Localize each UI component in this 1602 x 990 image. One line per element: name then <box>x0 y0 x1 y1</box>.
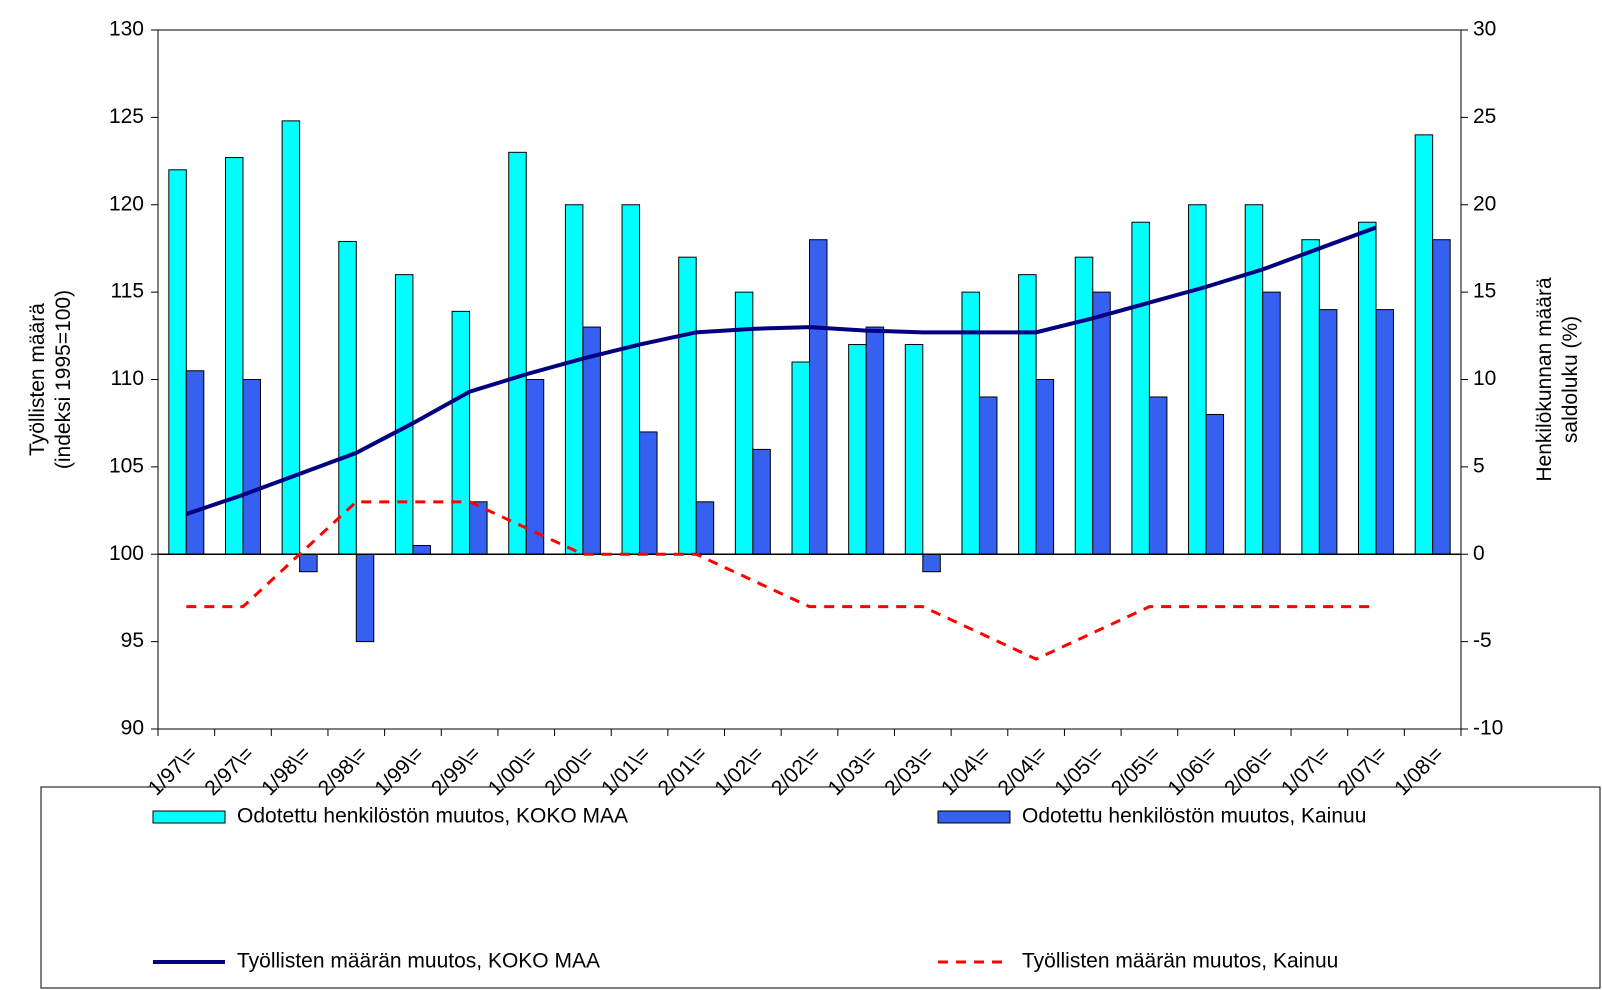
bar <box>1432 239 1451 555</box>
y-axis-title: Työllisten määrä (indeksi 1995=100) <box>26 290 75 469</box>
bar <box>168 169 187 555</box>
y-tick-label: 110 <box>111 367 144 390</box>
y-axis-title-line: (indeksi 1995=100) <box>52 290 75 469</box>
y-tick-label: 95 <box>121 629 144 652</box>
bar <box>508 151 527 555</box>
y-tick-label: 130 <box>109 18 144 41</box>
y2-tick-label: 30 <box>1473 18 1496 41</box>
y2-tick-label: 15 <box>1473 280 1496 303</box>
y-tick-label: 100 <box>109 542 144 565</box>
y2-tick-label: -5 <box>1473 629 1492 652</box>
bar <box>1035 379 1055 555</box>
bar <box>412 545 431 555</box>
bar <box>1131 221 1150 555</box>
bar <box>525 379 545 555</box>
bar <box>1301 239 1320 555</box>
bar <box>922 553 941 573</box>
y2-tick-label: 25 <box>1473 105 1496 128</box>
bar <box>1092 291 1111 555</box>
y2-tick-label: 20 <box>1473 192 1496 215</box>
bar <box>242 379 261 555</box>
bar <box>1148 396 1168 555</box>
bar <box>621 204 641 555</box>
y-tick-label: 125 <box>109 105 144 128</box>
bar <box>904 344 924 555</box>
y-axis-title-line: Työllisten määrä <box>26 303 49 456</box>
bar <box>281 120 301 555</box>
legend-swatch <box>152 810 226 824</box>
y2-tick-label: 5 <box>1473 454 1485 477</box>
bar <box>1358 221 1377 555</box>
bar <box>695 501 715 555</box>
bar <box>1205 413 1225 555</box>
legend-label: Odotettu henkilöstön muutos, Kainuu <box>1022 805 1366 828</box>
bar <box>299 553 318 573</box>
bar <box>752 448 771 555</box>
y2-axis-title-line: Henkilökunnan määrä <box>1533 277 1556 482</box>
bar <box>809 239 828 555</box>
legend-swatch <box>937 810 1011 824</box>
bar <box>639 431 658 555</box>
y-tick-label: 120 <box>109 192 144 215</box>
line <box>186 500 1377 661</box>
bar <box>1244 204 1264 555</box>
y2-axis-title-line: saldoluku (%) <box>1559 316 1582 443</box>
y2-tick-label: 0 <box>1473 542 1485 565</box>
y2-axis-title: Henkilökunnan määrä saldoluku (%) <box>1533 277 1582 482</box>
legend-label: Odotettu henkilöstön muutos, KOKO MAA <box>237 805 628 828</box>
bar <box>185 370 205 555</box>
y-tick-label: 105 <box>109 454 144 477</box>
bar <box>1018 274 1037 555</box>
bar <box>1074 256 1094 555</box>
bar <box>1375 309 1395 555</box>
bar <box>564 204 584 555</box>
bar <box>338 240 357 555</box>
bar <box>791 361 810 555</box>
bar <box>582 326 601 555</box>
bar <box>1318 309 1338 555</box>
line <box>185 225 1377 516</box>
legend-label: Työllisten määrän muutos, KOKO MAA <box>237 950 600 973</box>
y2-tick-label: 10 <box>1473 367 1496 390</box>
bar <box>678 256 697 555</box>
legend-label: Työllisten määrän muutos, Kainuu <box>1022 950 1338 973</box>
bar <box>1188 204 1207 555</box>
bar <box>848 344 867 555</box>
bar <box>1262 291 1281 555</box>
y-tick-label: 90 <box>121 717 144 740</box>
bar <box>394 274 414 555</box>
bar <box>978 396 998 555</box>
bar <box>1414 134 1434 555</box>
bar <box>865 326 885 555</box>
bar <box>469 501 488 555</box>
y-tick-label: 115 <box>111 280 144 303</box>
bar <box>355 553 375 643</box>
bar <box>451 310 471 555</box>
legend-box <box>40 786 1601 989</box>
y2-tick-label: -10 <box>1473 717 1503 740</box>
